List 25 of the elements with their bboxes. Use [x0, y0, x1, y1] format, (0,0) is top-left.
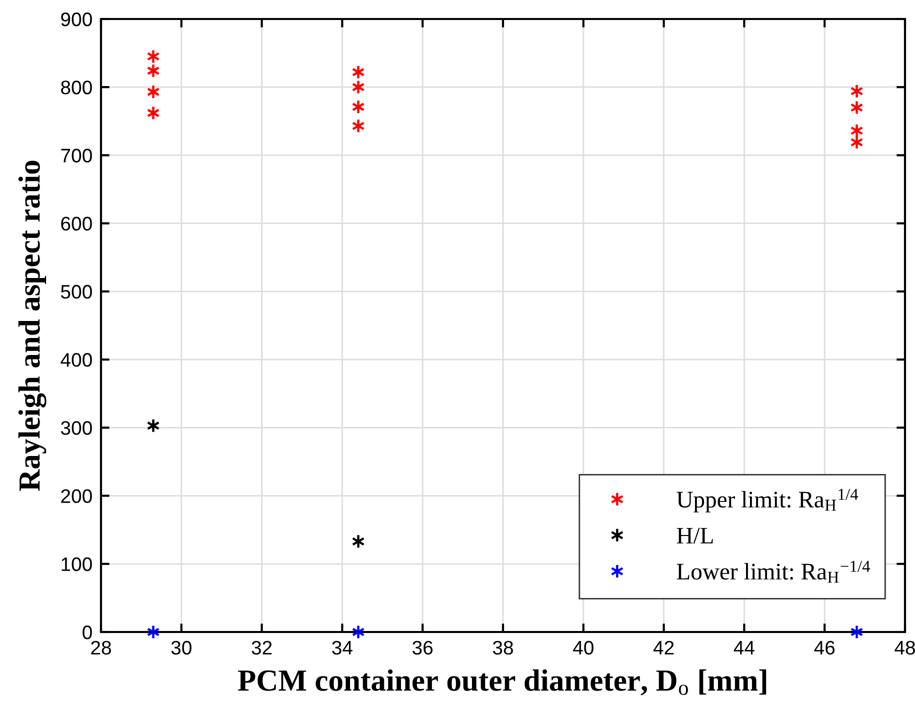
y-tick-label: 0 [82, 625, 92, 640]
y-axis-title: Rayleigh and aspect ratio [18, 160, 46, 491]
x-tick-label: 46 [814, 640, 835, 655]
x-tick-label: 36 [412, 640, 433, 655]
y-tick-label: 400 [60, 353, 92, 367]
y-tick-label: 600 [61, 216, 92, 231]
x-tick-label: 40 [573, 640, 594, 655]
x-tick-label: 38 [492, 640, 513, 655]
y-tick-label: 300 [60, 421, 92, 435]
x-tick-label: 34 [332, 640, 352, 655]
x-tick-label: 32 [252, 640, 272, 655]
x-tick-label: 30 [171, 640, 192, 655]
y-tick-label: 200 [61, 489, 92, 504]
y-tick-label: 700 [61, 148, 92, 162]
x-tick-label: 42 [653, 640, 674, 654]
x-tick-label: 28 [91, 640, 111, 655]
x-tick-label: 48 [894, 640, 915, 655]
legend-label: Lower limit: Ra$_{H}$$^{−1/4}$ [676, 560, 870, 583]
legend-label: H/L [676, 528, 713, 544]
y-tick-label: 500 [61, 284, 92, 299]
x-tick-label: 44 [734, 641, 754, 654]
y-tick-label: 100 [62, 557, 92, 572]
y-tick-label: 900 [61, 12, 92, 26]
x-axis-title: PCM container outer diameter, D$_{o}$ [mm] [238, 669, 766, 696]
y-tick-label: 800 [61, 80, 92, 94]
